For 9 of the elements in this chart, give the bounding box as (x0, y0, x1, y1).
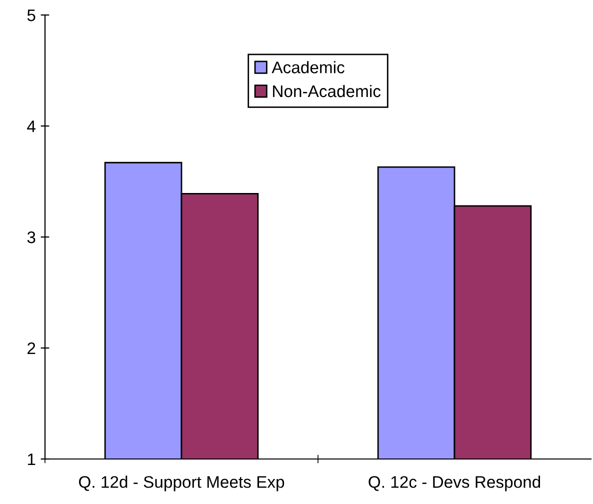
x-tick-label: Q. 12d - Support Meets Exp (79, 476, 284, 492)
legend-label: Non-Academic (273, 84, 381, 98)
y-tick-label: 4 (27, 120, 36, 132)
x-tick-label: Q. 12c - Devs Respond (368, 476, 540, 492)
y-tick-label: 1 (28, 454, 36, 466)
y-tick-label: 3 (27, 231, 36, 244)
y-tick-label: 2 (28, 342, 36, 354)
legend-label: Academic (272, 61, 344, 74)
y-tick-label: 5 (27, 10, 36, 22)
